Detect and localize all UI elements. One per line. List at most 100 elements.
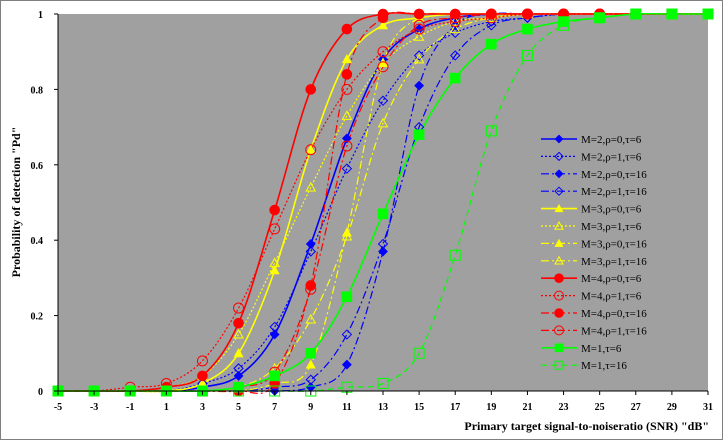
x-tick-label: 3 [200,402,205,413]
x-tick-label: 27 [631,402,641,413]
series-4-point [450,50,461,61]
series-13-point [702,8,714,20]
series-4-point [305,374,316,385]
series-4-point [377,238,389,250]
legend-entry-label: M=2,ρ=1,τ=16 [581,186,647,198]
legend-swatch-marker [554,238,564,247]
legend-entry-label: M=4,ρ=0,τ=16 [581,308,647,320]
series-2-point [450,27,461,39]
series-11-point [377,12,389,24]
series-11-point [305,280,317,291]
x-tick-label: -3 [90,402,98,413]
legend-entry-label: M=4,ρ=0,τ=6 [581,273,642,285]
y-tick-label: 0.2 [31,312,44,323]
series-12-point [521,8,533,20]
series-9-point [305,84,317,95]
series-8-point [377,117,389,128]
series-14-point [449,249,461,261]
legend-swatch-marker [554,290,564,301]
series-3-point [341,359,352,370]
legend-swatch-marker [554,255,564,265]
series-14-point [377,377,389,389]
x-tick-label: 11 [342,402,351,413]
series-12-point [449,12,461,24]
series-10-point [305,144,317,156]
series-5-point [341,54,352,64]
x-tick-label: 15 [414,402,424,413]
series-3-point [378,246,388,257]
legend-swatch-marker [554,360,564,370]
legend-swatch-marker [554,169,564,179]
series-5-point [269,265,280,275]
series-10-point [377,46,389,58]
series-5-point [305,144,316,154]
series-13-point [269,370,280,382]
x-tick-label: 29 [667,402,677,413]
legend-entry-label: M=4,ρ=1,τ=6 [581,291,642,303]
legend-swatch-marker [554,186,564,196]
x-axis-title: Primary target signal-to-noiseratio (SNR… [464,419,709,433]
legend-swatch-marker [554,151,564,162]
series-5-point [377,20,389,30]
series-1-point [233,370,244,381]
series-14-point [521,49,533,61]
legend-entry-label: M=3,ρ=1,τ=16 [581,256,647,268]
legend-entry-label: M=3,ρ=0,τ=16 [581,238,647,250]
x-tick-label: 17 [450,402,460,413]
series-14-point [485,125,497,137]
legend-swatch-marker [554,220,564,230]
series-13-point [630,8,642,20]
series-12-point [485,8,497,20]
x-tick-label: 5 [236,402,241,413]
series-13-point [666,8,678,20]
legend-swatch-marker [554,273,564,284]
series-14-point [558,19,570,31]
series-8-point [449,23,461,34]
series-6-point [233,328,244,339]
series-11-point [413,8,425,20]
series-10-point [233,302,245,314]
series-11-point [449,8,461,20]
x-tick-label: -5 [54,402,62,413]
legend-entry-label: M=2,ρ=0,τ=16 [581,169,647,181]
x-tick-label: 21 [522,402,532,413]
x-tick-label: 1 [164,402,169,413]
series-14-point [630,8,642,20]
legend-entry-label: M=1,τ=16 [581,360,627,372]
series-14-point [413,347,425,359]
series-1-point [341,133,352,144]
series-6-point [269,257,281,267]
series-1-point [305,239,316,249]
series-2-point [377,95,389,106]
series-6-point [341,110,353,120]
legend-swatch-marker [554,325,564,336]
series-8-point [341,230,353,241]
series-4-point [486,20,497,31]
series-10-point [341,83,353,95]
y-tick-label: 0.6 [31,161,44,172]
x-tick-label: 25 [595,402,605,413]
series-10-point [269,223,281,235]
legend-swatch-marker [554,343,564,353]
x-tick-label: 31 [703,402,713,413]
series-12-point [413,19,425,31]
x-tick-label: 23 [559,402,569,413]
series-9-point [269,204,280,216]
series-9-point [197,370,208,382]
series-2-point [486,16,497,27]
plot-area [58,14,708,391]
x-tick-label: 13 [378,402,388,413]
series-8-point [413,53,425,64]
legend-swatch-marker [554,134,564,144]
legend-entry-label: M=3,ρ=1,τ=6 [581,221,642,233]
series-7-point [305,359,316,369]
x-tick-label: 9 [308,402,313,413]
y-axis-title: Probability of detection "Pd" [9,127,23,278]
series-10-point [196,355,208,367]
series-13-point [594,12,605,24]
series-2-point [341,163,353,174]
series-11-point [341,69,353,80]
y-tick-label: 0.4 [31,236,44,247]
series-14-point [594,12,606,24]
